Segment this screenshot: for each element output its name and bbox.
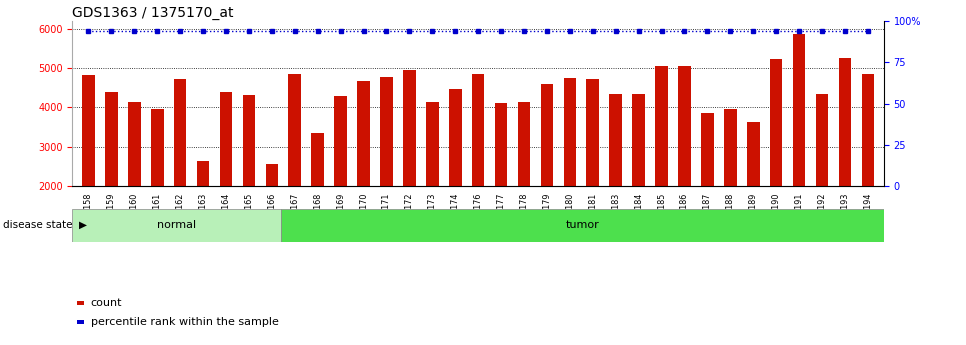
Bar (449, 89, 462, 265)
Bar (82, 75, 95, 265)
Bar (426, 102, 439, 265)
Bar (242, 95, 255, 265)
Text: count: count (91, 298, 123, 308)
Bar (334, 96, 347, 265)
Bar (357, 81, 370, 265)
Bar (655, 66, 668, 265)
Text: normal: normal (157, 220, 196, 230)
Bar (281, 209, 884, 242)
Bar (541, 84, 554, 265)
Bar (563, 78, 576, 265)
Bar (633, 94, 645, 265)
Bar (793, 34, 806, 265)
Bar (219, 92, 233, 265)
Bar (289, 73, 301, 265)
Bar (747, 122, 759, 265)
Bar (266, 164, 278, 265)
Bar (815, 93, 828, 265)
Bar (610, 94, 622, 265)
Bar (128, 102, 141, 265)
Bar (701, 112, 714, 265)
Bar (495, 104, 507, 265)
Text: GDS1363 / 1375170_at: GDS1363 / 1375170_at (72, 6, 234, 20)
Bar (770, 59, 782, 265)
Bar (471, 73, 485, 265)
Bar (105, 92, 118, 265)
Bar (197, 161, 210, 265)
Bar (151, 109, 163, 265)
Text: percentile rank within the sample: percentile rank within the sample (91, 317, 278, 327)
Bar (862, 73, 874, 265)
Bar (72, 209, 281, 242)
Text: tumor: tumor (566, 220, 599, 230)
Bar (518, 101, 530, 265)
Bar (724, 109, 737, 265)
Bar (678, 66, 691, 265)
Bar (586, 79, 599, 265)
Bar (381, 77, 393, 265)
Bar (838, 58, 851, 265)
Text: disease state  ▶: disease state ▶ (3, 220, 87, 230)
Bar (311, 133, 324, 265)
Bar (174, 79, 186, 265)
Bar (403, 70, 415, 265)
